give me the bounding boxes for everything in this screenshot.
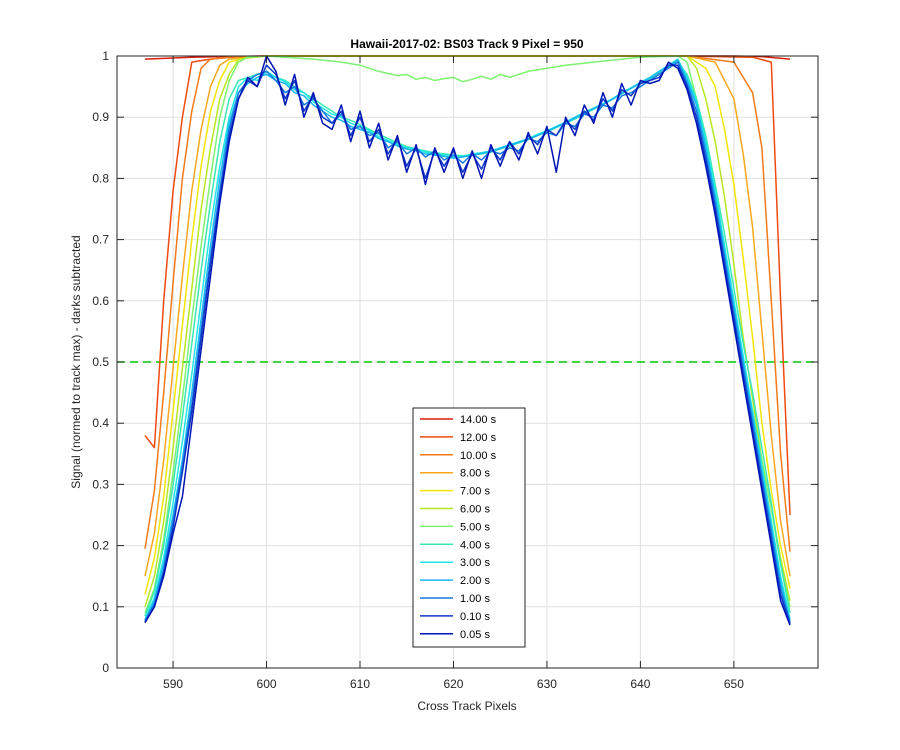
x-tick-label: 640 xyxy=(630,677,650,691)
x-tick-label: 650 xyxy=(724,677,744,691)
x-tick-label: 590 xyxy=(163,677,183,691)
x-tick-label: 610 xyxy=(350,677,370,691)
legend-label: 7.00 s xyxy=(460,486,490,498)
legend-label: 5.00 s xyxy=(460,521,490,533)
x-tick-label: 600 xyxy=(257,677,277,691)
x-tick-label: 630 xyxy=(537,677,557,691)
x-tick-labels: 590 600 610 620 630 640 650 xyxy=(163,677,744,691)
y-axis-label: Signal (normed to track max) - darks sub… xyxy=(69,235,83,488)
legend-label: 6.00 s xyxy=(460,504,490,516)
legend-label: 3.00 s xyxy=(460,557,490,569)
legend-label: 14.00 s xyxy=(460,414,497,426)
series-line xyxy=(144,58,791,620)
legend-label: 0.05 s xyxy=(460,629,490,641)
legend-label: 12.00 s xyxy=(460,432,497,444)
legend-label: 4.00 s xyxy=(460,539,490,551)
chart-title: Hawaii-2017-02: BS03 Track 9 Pixel = 950 xyxy=(350,37,583,51)
series-line xyxy=(144,59,791,622)
y-tick-label: 0.3 xyxy=(92,477,109,491)
y-tick-label: 0.2 xyxy=(92,539,109,553)
y-tick-label: 1 xyxy=(102,49,109,63)
series-line xyxy=(144,55,791,626)
y-tick-label: 0.6 xyxy=(92,294,109,308)
y-tick-label: 0.7 xyxy=(92,233,109,247)
x-axis-label: Cross Track Pixels xyxy=(417,699,516,713)
y-tick-label: 0.1 xyxy=(92,600,109,614)
ticks xyxy=(117,55,818,669)
legend-items: 14.00 s 12.00 s 10.00 s 8.00 s 7.00 s 6.00 s 5… xyxy=(420,414,497,641)
y-tick-label: 0.9 xyxy=(92,110,109,124)
y-tick-labels: 0 0.1 0.2 0.3 0.4 0.5 0.6 0.7 0.8 0.9 1 xyxy=(92,49,109,675)
legend-box xyxy=(412,407,526,648)
legend: 14.00 s 12.00 s 10.00 s 8.00 s 7.00 s 6.00 s 5… xyxy=(412,407,526,648)
legend-label: 0.10 s xyxy=(460,611,490,623)
legend-label: 10.00 s xyxy=(460,450,497,462)
y-tick-label: 0.8 xyxy=(92,171,109,185)
y-tick-label: 0 xyxy=(102,661,109,675)
legend-label: 2.00 s xyxy=(460,575,490,587)
y-tick-label: 0.5 xyxy=(92,355,109,369)
series-line xyxy=(144,61,791,623)
x-tick-label: 620 xyxy=(443,677,463,691)
y-tick-label: 0.4 xyxy=(92,416,109,430)
legend-label: 1.00 s xyxy=(460,593,490,605)
legend-label: 8.00 s xyxy=(460,468,490,480)
